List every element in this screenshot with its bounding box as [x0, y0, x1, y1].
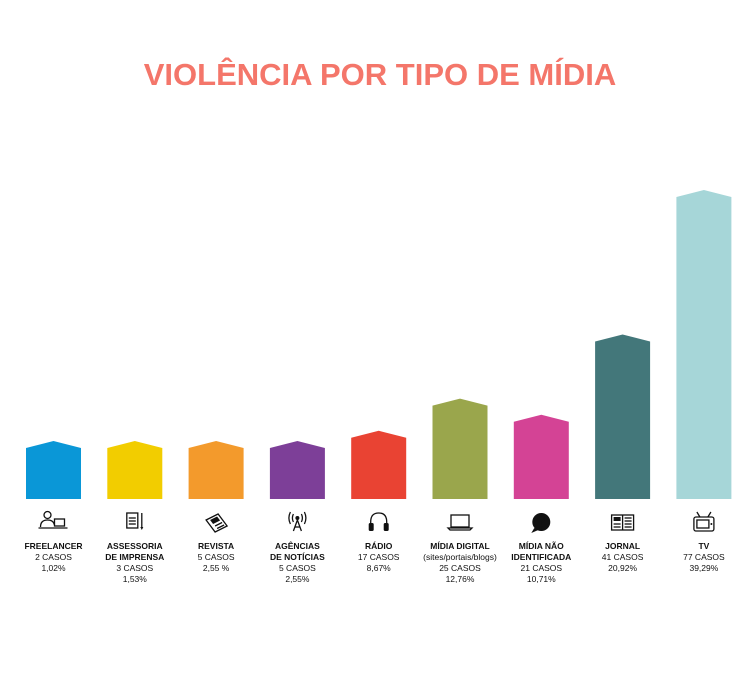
bar-5 [432, 398, 488, 499]
cases-label: 25 CASOS [439, 563, 481, 573]
category-note: (sites/portais/blogs) [423, 552, 497, 562]
antenna-icon [288, 511, 307, 532]
category-label: REVISTA [198, 541, 234, 551]
percent-label: 10,71% [527, 574, 556, 584]
bar-6 [513, 414, 569, 499]
bar-7 [595, 334, 651, 499]
percent-label: 1,02% [41, 563, 66, 573]
bar-3 [269, 441, 325, 499]
magazine-icon [205, 513, 229, 533]
laptop-person-icon [38, 510, 68, 529]
percent-label: 1,53% [123, 574, 148, 584]
category-label: IDENTIFICADA [511, 552, 571, 562]
cases-label: 77 CASOS [683, 552, 725, 562]
cases-label: 3 CASOS [116, 563, 153, 573]
tv-icon [693, 511, 715, 532]
bar-4 [351, 430, 407, 499]
category-label: RÁDIO [365, 541, 393, 551]
laptop-icon [446, 514, 474, 531]
category-label: AGÊNCIAS [275, 540, 320, 551]
percent-label: 2,55 % [203, 563, 230, 573]
cases-label: 5 CASOS [198, 552, 235, 562]
bar-8 [676, 190, 732, 499]
cases-label: 5 CASOS [279, 563, 316, 573]
chart-title: VIOLÊNCIA POR TIPO DE MÍDIA [144, 56, 617, 92]
percent-label: 39,29% [689, 563, 718, 573]
bar-2 [188, 441, 244, 499]
cases-label: 41 CASOS [602, 552, 644, 562]
category-label: MÍDIA DIGITAL [430, 541, 490, 551]
newspaper-icon [610, 514, 635, 531]
category-label: JORNAL [605, 541, 640, 551]
bar-0 [26, 441, 81, 499]
percent-label: 2,55% [285, 574, 310, 584]
bar-1 [107, 441, 163, 499]
percent-label: 8,67% [367, 563, 392, 573]
cases-label: 17 CASOS [358, 552, 400, 562]
icons [38, 510, 715, 533]
bars [26, 190, 732, 499]
cases-label: 2 CASOS [35, 552, 72, 562]
cases-label: 21 CASOS [521, 563, 563, 573]
category-label: FREELANCER [24, 541, 82, 551]
category-label: MÍDIA NÃO [519, 541, 564, 551]
question-icon [531, 513, 551, 533]
headphones-icon [368, 512, 389, 531]
category-label: ASSESSORIA [107, 541, 163, 551]
percent-label: 20,92% [608, 563, 637, 573]
category-label: DE IMPRENSA [105, 552, 164, 562]
category-label: TV [698, 541, 709, 551]
category-label: DE NOTÍCIAS [270, 552, 325, 562]
percent-label: 12,76% [446, 574, 475, 584]
notepad-pen-icon [126, 512, 144, 530]
